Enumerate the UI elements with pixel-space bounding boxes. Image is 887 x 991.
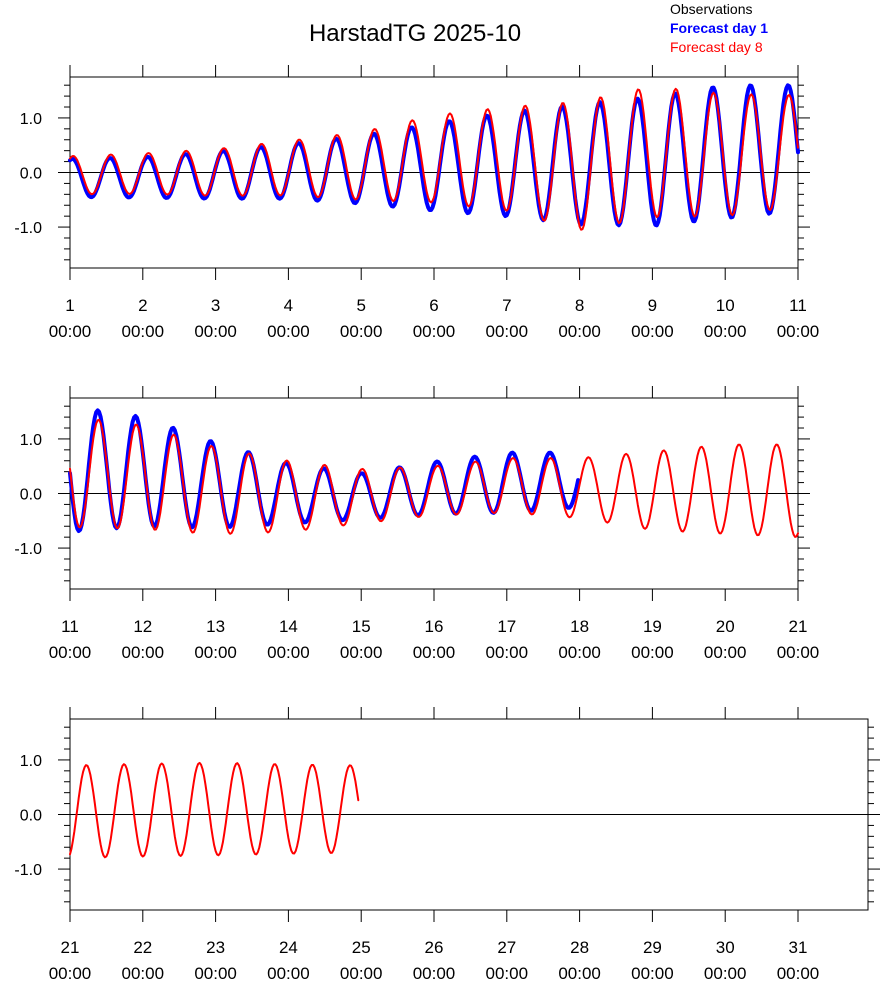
x-tick-label-time: 00:00 xyxy=(194,322,237,341)
x-tick-label-day: 16 xyxy=(425,617,444,636)
x-tick-label-time: 00:00 xyxy=(704,322,747,341)
x-tick-label-day: 21 xyxy=(61,938,80,957)
x-tick-label-time: 00:00 xyxy=(413,964,456,983)
x-tick-label-day: 20 xyxy=(716,617,735,636)
x-tick-label-day: 11 xyxy=(789,296,807,315)
x-tick-label-time: 00:00 xyxy=(267,964,310,983)
panels: -1.0 0.0 1.0 1 00:00 2 00:00 3 00:00 4 00:00 5 00:00… xyxy=(14,65,880,983)
x-tick-label-time: 00:00 xyxy=(486,643,529,662)
y-tick-label: -1.0 xyxy=(14,862,42,879)
x-tick-label-time: 00:00 xyxy=(631,643,674,662)
x-tick-label-time: 00:00 xyxy=(122,643,165,662)
legend-entry-1: Forecast day 1 xyxy=(670,20,768,36)
x-tick-label-time: 00:00 xyxy=(49,643,92,662)
x-tick-label-time: 00:00 xyxy=(413,643,456,662)
x-tick-label-time: 00:00 xyxy=(704,643,747,662)
x-tick-label-day: 28 xyxy=(570,938,589,957)
x-tick-label-day: 4 xyxy=(284,296,293,315)
x-tick-label-time: 00:00 xyxy=(340,322,383,341)
x-tick-label-time: 00:00 xyxy=(194,964,237,983)
x-tick-label-time: 00:00 xyxy=(631,322,674,341)
x-tick-label-day: 9 xyxy=(648,296,657,315)
y-tick-label: -1.0 xyxy=(14,220,42,237)
x-tick-label-time: 00:00 xyxy=(558,643,601,662)
y-tick-label: -1.0 xyxy=(14,541,42,558)
x-tick-label-day: 27 xyxy=(497,938,516,957)
x-tick-label-day: 21 xyxy=(789,617,808,636)
legend-entry-0: Observations xyxy=(670,1,752,17)
x-tick-label-time: 00:00 xyxy=(267,643,310,662)
x-tick-label-time: 00:00 xyxy=(558,322,601,341)
x-tick-label-day: 30 xyxy=(716,938,735,957)
x-tick-label-day: 1 xyxy=(65,296,74,315)
x-tick-label-time: 00:00 xyxy=(486,964,529,983)
x-tick-label-time: 00:00 xyxy=(777,643,820,662)
x-tick-label-day: 3 xyxy=(211,296,220,315)
x-tick-label-time: 00:00 xyxy=(122,964,165,983)
x-tick-label-day: 17 xyxy=(497,617,516,636)
x-tick-label-time: 00:00 xyxy=(49,322,92,341)
x-tick-label-time: 00:00 xyxy=(631,964,674,983)
y-tick-label: 0.0 xyxy=(20,808,42,825)
legend: Observations Forecast day 1 Forecast day 8 xyxy=(670,1,768,55)
x-tick-label-day: 5 xyxy=(356,296,365,315)
x-tick-label-day: 25 xyxy=(352,938,371,957)
x-tick-label-day: 23 xyxy=(206,938,225,957)
x-tick-label-time: 00:00 xyxy=(558,964,601,983)
series-line-forecast-day-1 xyxy=(68,408,581,533)
x-tick-label-day: 29 xyxy=(643,938,662,957)
x-tick-label-day: 19 xyxy=(643,617,662,636)
x-tick-label-day: 22 xyxy=(133,938,152,957)
x-tick-label-day: 24 xyxy=(279,938,298,957)
x-tick-label-day: 10 xyxy=(716,296,735,315)
x-tick-label-day: 6 xyxy=(429,296,438,315)
x-tick-label-time: 00:00 xyxy=(49,964,92,983)
x-tick-label-day: 11 xyxy=(61,617,79,636)
panel-1: -1.0 0.0 1.0 1 00:00 2 00:00 3 00:00 4 00:00 5 00:00… xyxy=(14,65,819,341)
x-tick-label-time: 00:00 xyxy=(486,322,529,341)
x-tick-label-time: 00:00 xyxy=(777,964,820,983)
panel-3: -1.0 0.0 1.0 21 00:00 22 00:00 23 00:00 24 00:00 25… xyxy=(14,707,880,983)
panel-2: -1.0 0.0 1.0 11 00:00 12 00:00 13 00:00 14 00:00 15… xyxy=(14,386,819,662)
y-tick-label: 1.0 xyxy=(20,753,42,770)
y-tick-label: 0.0 xyxy=(20,487,42,504)
x-tick-label-time: 00:00 xyxy=(704,964,747,983)
x-tick-label-time: 00:00 xyxy=(340,964,383,983)
x-tick-label-day: 31 xyxy=(789,938,808,957)
series-line-forecast-day-8 xyxy=(69,87,799,231)
y-tick-label: 1.0 xyxy=(20,111,42,128)
x-tick-label-time: 00:00 xyxy=(340,643,383,662)
x-tick-label-time: 00:00 xyxy=(267,322,310,341)
x-tick-label-day: 7 xyxy=(502,296,511,315)
series-line-forecast-day-1 xyxy=(68,83,800,228)
y-tick-label: 1.0 xyxy=(20,432,42,449)
x-tick-label-day: 14 xyxy=(279,617,298,636)
x-tick-label-day: 12 xyxy=(133,617,152,636)
series-line-forecast-day-8 xyxy=(69,761,360,859)
x-tick-label-time: 00:00 xyxy=(413,322,456,341)
x-tick-label-day: 18 xyxy=(570,617,589,636)
x-tick-label-day: 8 xyxy=(575,296,584,315)
y-tick-label: 0.0 xyxy=(20,166,42,183)
x-tick-label-time: 00:00 xyxy=(777,322,820,341)
x-tick-label-day: 2 xyxy=(138,296,147,315)
x-tick-label-time: 00:00 xyxy=(122,322,165,341)
x-tick-label-day: 13 xyxy=(206,617,225,636)
x-tick-label-time: 00:00 xyxy=(194,643,237,662)
x-tick-label-day: 26 xyxy=(425,938,444,957)
x-tick-label-day: 15 xyxy=(352,617,371,636)
chart-title: HarstadTG 2025-10 xyxy=(309,20,521,47)
legend-entry-2: Forecast day 8 xyxy=(670,39,763,55)
series-line-forecast-day-8 xyxy=(69,418,799,538)
